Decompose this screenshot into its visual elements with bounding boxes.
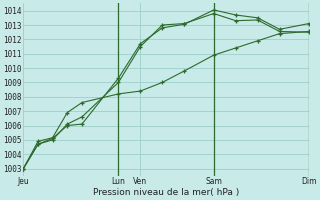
- X-axis label: Pression niveau de la mer( hPa ): Pression niveau de la mer( hPa ): [93, 188, 239, 197]
